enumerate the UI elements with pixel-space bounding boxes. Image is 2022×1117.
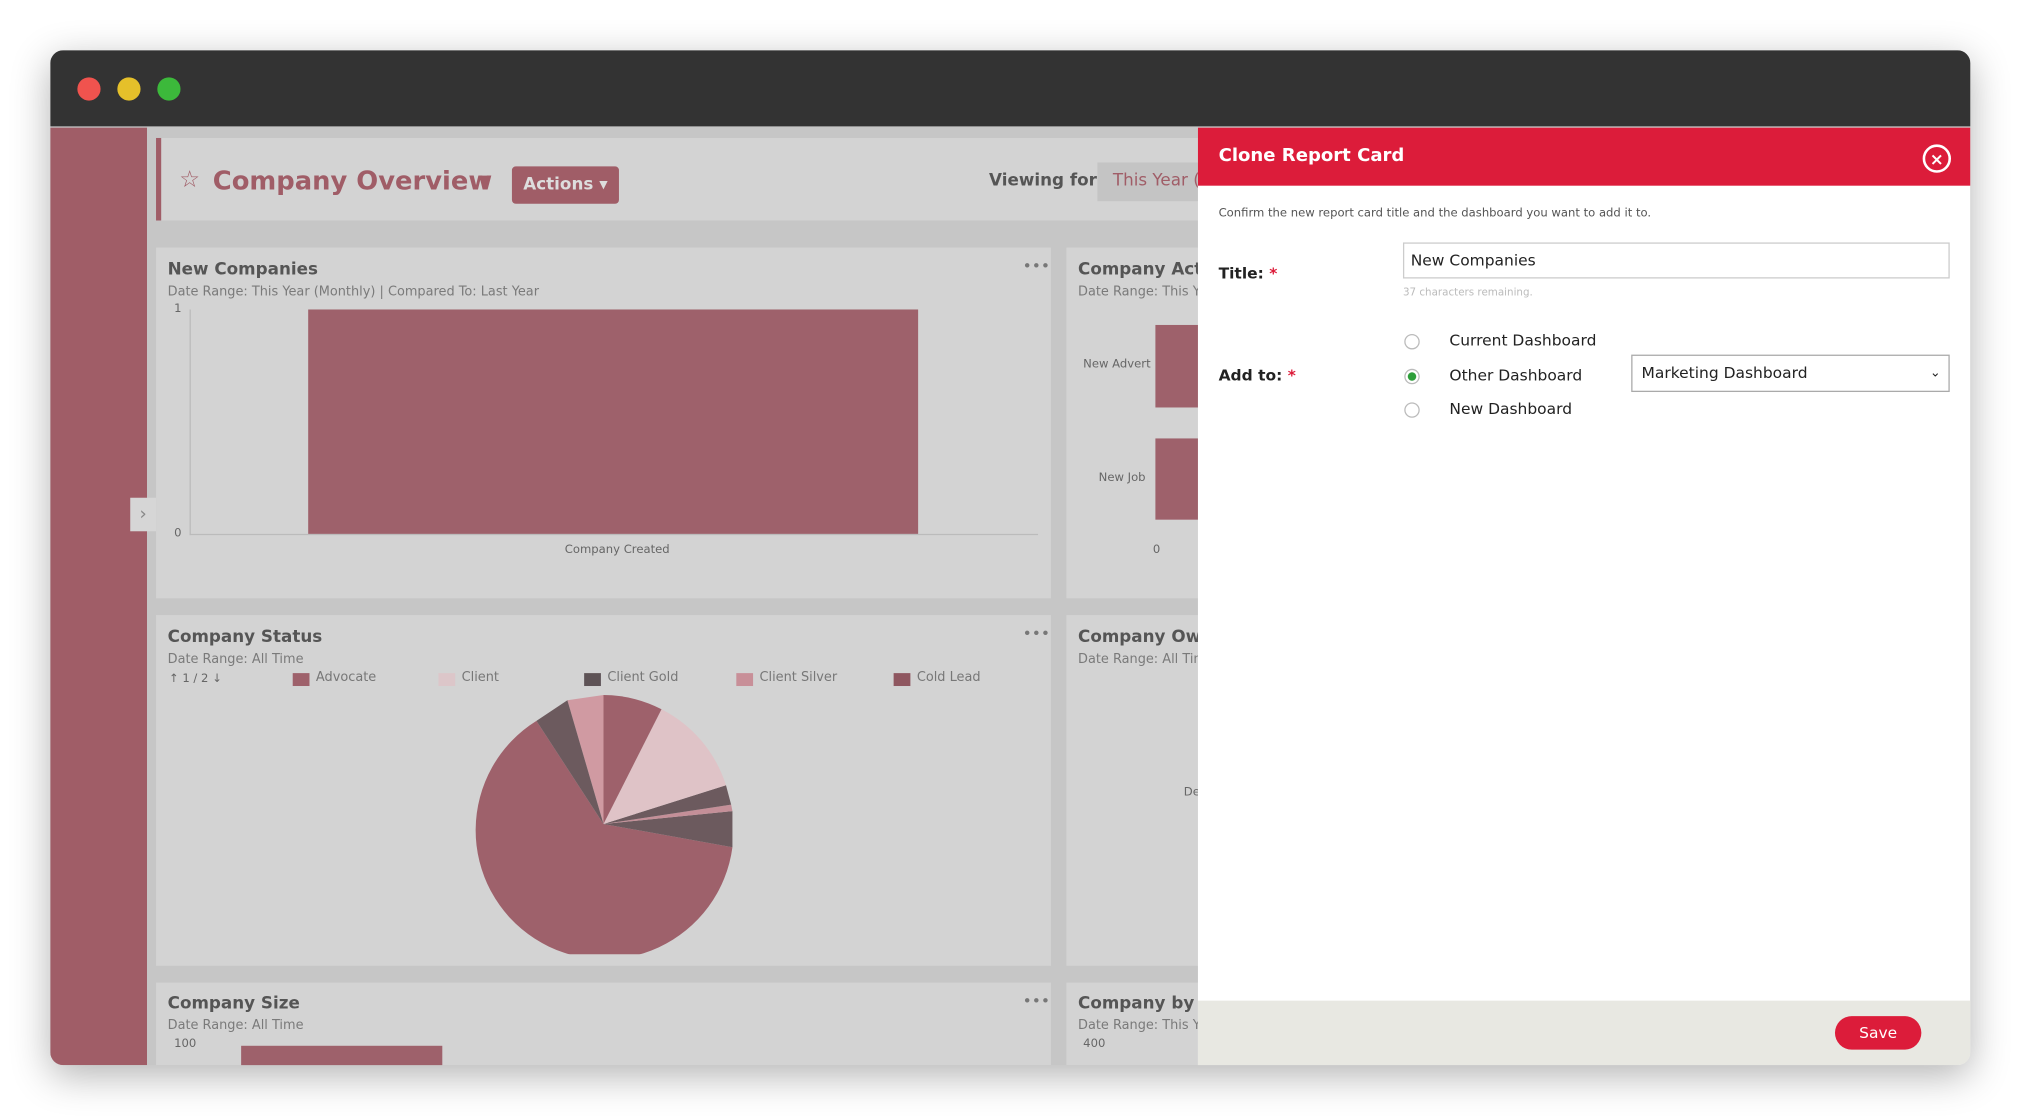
close-light[interactable] [77, 77, 101, 101]
legend-swatch [736, 673, 754, 687]
legend-swatch [438, 673, 456, 687]
card-title: Company Owne [1078, 627, 1225, 648]
dashboard-select[interactable]: Marketing Dashboard ⌄ [1631, 354, 1950, 393]
y-label: 400 [1083, 1038, 1106, 1051]
sidebar-toggle[interactable]: › [130, 497, 157, 532]
legend-swatch [893, 673, 911, 687]
radio-label[interactable]: New Dashboard [1449, 399, 1573, 418]
card-title: Company by In [1078, 994, 1219, 1014]
menu-dots[interactable]: ••• [1022, 991, 1050, 1010]
header-bar [156, 137, 1258, 221]
pie-slice [603, 785, 732, 824]
add-label: Add to: * [1219, 366, 1296, 384]
card-subtitle: Date Range: This Year (Monthly) | Compar… [167, 284, 540, 300]
pie-slice [603, 811, 733, 848]
legend-pager[interactable]: ↑ 1 / 2 ↓ [168, 673, 222, 687]
legend-swatch [584, 673, 601, 687]
pie-slice [603, 804, 733, 824]
char-count: 37 characters remaining. [1402, 286, 1533, 298]
pie-slice [603, 695, 662, 824]
menu-dots[interactable]: ••• [1022, 624, 1050, 643]
select-value: Marketing Dashboard [1641, 363, 1808, 382]
y-label: 100 [174, 1038, 197, 1051]
dashboard-title: Company Overview [212, 165, 493, 197]
minimize-light[interactable] [117, 77, 141, 101]
card-title: Company Status [167, 627, 323, 648]
pie-slice [567, 695, 604, 824]
card-subtitle: Date Range: All Time [1078, 652, 1214, 667]
card-subtitle: Date Range: All Time [167, 652, 304, 667]
pie-slice [536, 700, 604, 824]
actions-label: Actions [523, 175, 594, 195]
radio[interactable] [1404, 333, 1420, 350]
viewing-label: Viewing for: [989, 171, 1104, 191]
card-title: Company Size [167, 994, 300, 1014]
label-text: Add to: [1218, 366, 1283, 385]
axis [189, 309, 1039, 536]
radio-label[interactable]: Other Dashboard [1449, 365, 1583, 384]
y-label: 1 [174, 303, 182, 316]
legend-swatch [292, 673, 310, 687]
category-label: New Job [1098, 471, 1146, 485]
window: › ☆ Company Overview ▼ Actions ▾ Viewing… [50, 50, 1971, 1066]
zoom-light[interactable] [157, 77, 181, 101]
required: * [1269, 264, 1278, 283]
x-label: 0 [1152, 544, 1161, 558]
modal-header [1197, 127, 1971, 186]
category-label: New Advert [1083, 358, 1151, 372]
radio[interactable] [1404, 368, 1420, 384]
card-title: New Companies [167, 260, 318, 280]
bar [241, 1045, 443, 1066]
legend-label[interactable]: Advocate [315, 670, 377, 685]
viewing-value: This Year ( [1112, 171, 1200, 191]
title-label: Title: * [1219, 264, 1278, 282]
radio[interactable] [1404, 402, 1420, 418]
menu-dots[interactable]: ••• [1022, 256, 1050, 275]
legend-label[interactable]: Client Silver [759, 670, 838, 685]
bar [308, 309, 919, 534]
modal-close[interactable]: × [1922, 144, 1952, 173]
legend-label[interactable]: Cold Lead [916, 670, 981, 685]
pie-slice [603, 709, 726, 824]
required: * [1287, 366, 1296, 385]
legend-label[interactable]: Client [461, 670, 499, 685]
title-input[interactable]: New Companies [1402, 242, 1950, 279]
y-label: 0 [174, 527, 182, 541]
legend-label[interactable]: Client Gold [607, 670, 679, 685]
modal: Clone Report Card × Confirm the new repo… [1197, 127, 1971, 1066]
save-button[interactable]: Save [1834, 1016, 1922, 1050]
title-bar [50, 50, 1971, 127]
pager-text: 1 / 2 [182, 673, 209, 687]
sidebar [50, 127, 148, 1066]
card-title: Company Activ [1078, 260, 1219, 280]
actions-button[interactable]: Actions ▾ [511, 166, 619, 204]
category-label: De [1183, 786, 1200, 800]
x-label: Company Created [564, 544, 670, 558]
label-text: Title: [1218, 264, 1264, 283]
pie [475, 695, 733, 955]
modal-title: Clone Report Card [1218, 145, 1405, 167]
modal-intro: Confirm the new report card title and th… [1218, 207, 1652, 221]
radio-label[interactable]: Current Dashboard [1449, 331, 1597, 350]
card-subtitle: Date Range: All Time [167, 1018, 304, 1033]
pie-slice [475, 720, 733, 955]
star-icon[interactable]: ☆ [179, 166, 201, 194]
card-subtitle: Date Range: This Yea [1078, 1018, 1215, 1033]
title-caret[interactable]: ▼ [478, 171, 491, 190]
card-subtitle: Date Range: This Yea [1078, 284, 1215, 300]
